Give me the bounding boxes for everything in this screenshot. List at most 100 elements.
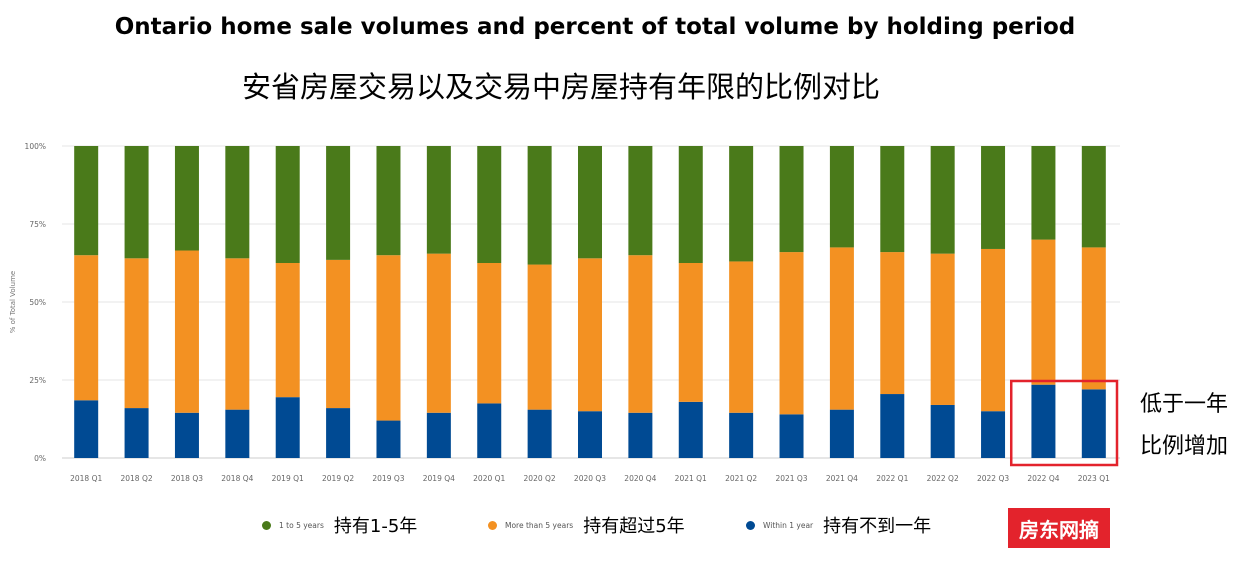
bar-segment xyxy=(678,401,703,458)
legend-swatch xyxy=(488,520,497,530)
bar-segment xyxy=(729,146,754,262)
bar-segment xyxy=(124,146,149,259)
bar-segment xyxy=(426,253,451,413)
bar-segment xyxy=(477,146,502,263)
bar-segment xyxy=(578,411,602,458)
bar-segment xyxy=(225,258,250,410)
x-tick-label: 2021 Q3 xyxy=(775,474,807,483)
bar-segment xyxy=(628,412,653,458)
y-tick-label: 50% xyxy=(29,298,46,307)
bar-segment xyxy=(326,408,351,458)
y-tick-label: 25% xyxy=(29,376,46,385)
bar-segment xyxy=(477,263,502,404)
bar-segment xyxy=(225,409,250,458)
bar-segment xyxy=(1081,146,1106,248)
annotation-line-2: 比例增加 xyxy=(1140,434,1229,459)
bar-segment xyxy=(124,258,149,409)
x-tick-label: 2022 Q3 xyxy=(977,474,1009,483)
x-tick-label: 2019 Q2 xyxy=(322,474,354,483)
x-tick-label: 2020 Q4 xyxy=(624,474,656,483)
bar-segment xyxy=(981,146,1006,249)
bar-segment xyxy=(829,146,854,248)
x-tick-label: 2020 Q3 xyxy=(574,474,606,483)
bar-segment xyxy=(326,259,351,409)
legend-item-more-than-5-years: More than 5 years 持有超过5年 xyxy=(488,512,685,538)
bar-segment xyxy=(729,412,754,458)
bar-segment xyxy=(779,146,804,253)
bar-segment xyxy=(779,414,804,458)
legend-label: Within 1 year xyxy=(763,520,814,530)
bar-segment xyxy=(74,255,99,401)
legend-label-cn: 持有1-5年 xyxy=(333,516,418,537)
x-tick-label: 2021 Q1 xyxy=(675,474,707,483)
x-tick-label: 2019 Q3 xyxy=(372,474,404,483)
bar-segment xyxy=(829,409,854,458)
legend-label-cn: 持有不到一年 xyxy=(823,516,932,537)
bar-segment xyxy=(880,394,905,458)
bar-segment xyxy=(426,146,451,254)
x-tick-label: 2022 Q2 xyxy=(927,474,959,483)
bar-segment xyxy=(477,403,502,458)
bar-segment xyxy=(729,261,754,413)
bar-segment xyxy=(326,146,351,260)
watermark-logo: 房东网摘 xyxy=(1008,508,1110,548)
bar-segment xyxy=(578,146,602,259)
x-tick-label: 2018 Q3 xyxy=(171,474,203,483)
highlight-box xyxy=(1009,379,1119,467)
bar-segment xyxy=(930,404,955,458)
bar-segment xyxy=(376,420,401,458)
x-tick-label: 2020 Q1 xyxy=(473,474,505,483)
x-tick-label: 2018 Q1 xyxy=(70,474,102,483)
bar-segment xyxy=(628,146,653,256)
bar-segment xyxy=(930,146,955,254)
bar-segment xyxy=(930,253,955,405)
legend-label-cn: 持有超过5年 xyxy=(583,516,685,537)
bar-segment xyxy=(981,248,1006,412)
bar-segment xyxy=(275,263,300,398)
bar-segment xyxy=(678,263,703,402)
bar-segment xyxy=(275,146,300,263)
bar-segment xyxy=(779,252,804,415)
bar-segment xyxy=(1081,247,1106,390)
legend-swatch xyxy=(746,520,755,530)
x-tick-label: 2021 Q2 xyxy=(725,474,757,483)
x-tick-label: 2018 Q4 xyxy=(221,474,253,483)
y-tick-label: 75% xyxy=(29,220,46,229)
bar-segment xyxy=(174,146,199,251)
x-tick-label: 2019 Q4 xyxy=(423,474,455,483)
bar-segment xyxy=(527,146,552,265)
bar-segment xyxy=(1081,389,1106,458)
legend-label: 1 to 5 years xyxy=(279,520,324,530)
bar-segment xyxy=(225,146,250,259)
bar-segment xyxy=(578,258,602,412)
x-tick-label: 2019 Q1 xyxy=(272,474,304,483)
bar-segment xyxy=(880,146,905,253)
bar-segment xyxy=(174,250,199,413)
y-tick-label: 100% xyxy=(25,142,46,151)
y-tick-label: 0% xyxy=(34,454,46,463)
bar-segment xyxy=(1031,146,1056,240)
x-tick-label: 2018 Q2 xyxy=(120,474,152,483)
bar-segment xyxy=(74,146,99,256)
bar-segment xyxy=(124,408,149,458)
legend-label: More than 5 years xyxy=(505,520,574,530)
bar-segment xyxy=(174,412,199,458)
x-tick-label: 2023 Q1 xyxy=(1078,474,1110,483)
chart-subtitle-cn: 安省房屋交易以及交易中房屋持有年限的比例对比 xyxy=(242,70,881,104)
stacked-bar-chart: 0% 25% 50% 75% 100% % of Total Volume 2018 Q1 2… xyxy=(9,142,1120,483)
bar-segment xyxy=(275,397,300,458)
bar-segment xyxy=(74,400,99,458)
x-tick-label: 2022 Q4 xyxy=(1027,474,1059,483)
legend-item-1-to-5-years: 1 to 5 years 持有1-5年 xyxy=(262,512,417,538)
x-tick-label: 2021 Q4 xyxy=(826,474,858,483)
bar-segment xyxy=(376,146,401,256)
bar-segment xyxy=(1031,239,1056,385)
annotation-line-1: 低于一年 xyxy=(1140,392,1229,417)
bar-segment xyxy=(628,255,653,413)
legend-swatch xyxy=(262,520,271,530)
chart-title: Ontario home sale volumes and percent of… xyxy=(114,14,1076,40)
bar-segment xyxy=(829,247,854,410)
legend-item-within-1-year: Within 1 year 持有不到一年 xyxy=(746,512,931,538)
bar-segment xyxy=(880,252,905,395)
bar-segment xyxy=(527,409,552,458)
